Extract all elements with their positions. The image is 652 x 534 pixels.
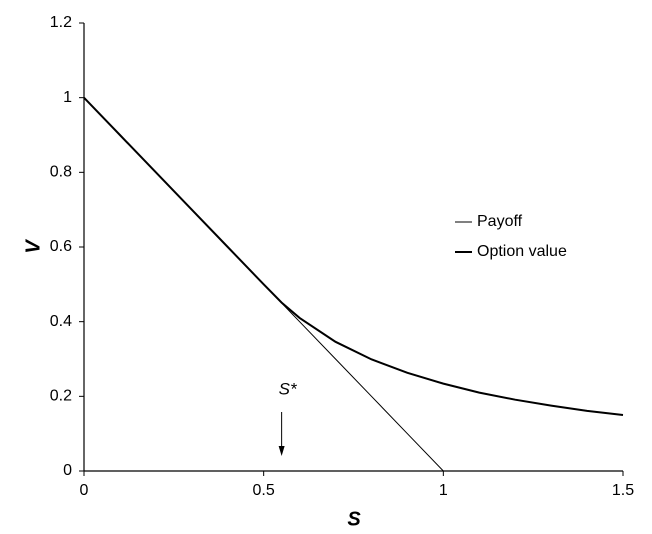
legend-label: Option value bbox=[477, 243, 567, 260]
y-tick-label: 0.6 bbox=[50, 238, 72, 255]
y-axis-label: V bbox=[22, 239, 44, 254]
legend-label: Payoff bbox=[477, 213, 523, 230]
y-tick-label: 0.8 bbox=[50, 164, 72, 181]
y-tick-label: 0.2 bbox=[50, 388, 72, 405]
x-tick-label: 1 bbox=[439, 482, 448, 499]
line-series bbox=[83, 97, 623, 472]
y-tick-label: 0.4 bbox=[50, 313, 72, 330]
y-tick-label: 0 bbox=[63, 462, 72, 479]
y-tick-label: 1.2 bbox=[50, 14, 72, 31]
y-tick-label: 1 bbox=[63, 89, 72, 106]
annotation-arrowhead bbox=[278, 446, 285, 456]
x-tick-label: 0.5 bbox=[253, 482, 275, 499]
x-tick-label: 1.5 bbox=[612, 482, 634, 499]
x-tick-label: 0 bbox=[80, 482, 89, 499]
line-series bbox=[83, 96, 624, 416]
annotation-label: S* bbox=[279, 379, 298, 398]
x-axis-label: S bbox=[347, 508, 361, 530]
